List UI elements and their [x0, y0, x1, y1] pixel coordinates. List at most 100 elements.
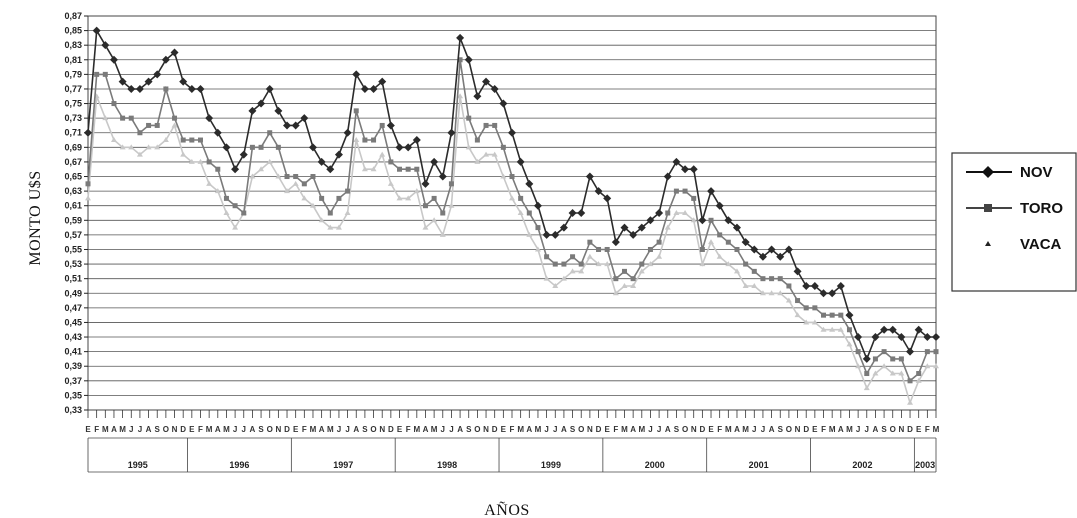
month-tick-label: A	[838, 425, 844, 434]
y-tick-label: 0,69	[64, 142, 82, 152]
month-tick-label: O	[682, 425, 688, 434]
point-nov	[386, 121, 395, 130]
series-lines	[84, 26, 940, 406]
year-label: 1995	[128, 460, 148, 470]
point-nov	[828, 289, 837, 298]
point-vaca	[465, 144, 472, 150]
y-tick-label: 0,63	[64, 186, 82, 196]
point-toro	[327, 210, 333, 216]
point-nov	[715, 201, 724, 210]
point-nov	[533, 201, 542, 210]
point-vaca	[162, 137, 169, 143]
month-tick-label: D	[388, 425, 394, 434]
month-tick-label: D	[180, 425, 186, 434]
month-tick-label: O	[578, 425, 584, 434]
point-toro	[466, 115, 472, 121]
point-vaca	[500, 173, 507, 179]
month-tick-label: O	[267, 425, 273, 434]
point-nov	[300, 114, 309, 123]
point-nov	[620, 223, 629, 232]
point-nov	[84, 128, 92, 137]
point-vaca	[85, 195, 91, 201]
point-vaca	[751, 282, 758, 288]
month-tick-label: F	[925, 425, 930, 434]
month-tick-label: J	[441, 425, 445, 434]
point-toro	[864, 371, 870, 377]
point-nov	[767, 245, 776, 254]
month-tick-label: M	[413, 425, 420, 434]
month-tick-label: M	[621, 425, 628, 434]
month-tick-label: S	[674, 425, 680, 434]
point-toro	[457, 57, 463, 63]
month-tick-label: J	[345, 425, 349, 434]
point-vaca	[820, 326, 827, 332]
point-toro	[621, 268, 627, 274]
point-toro	[111, 101, 117, 107]
point-nov	[222, 143, 231, 152]
point-toro	[570, 254, 576, 260]
month-tick-label: A	[319, 425, 325, 434]
point-nov	[438, 172, 447, 181]
month-tick-label: J	[337, 425, 341, 434]
point-toro	[708, 217, 714, 223]
month-tick-label: M	[310, 425, 317, 434]
month-tick-label: A	[250, 425, 256, 434]
point-nov	[577, 209, 586, 217]
month-tick-label: M	[725, 425, 732, 434]
point-toro	[154, 122, 160, 128]
point-vaca	[136, 151, 143, 157]
point-toro	[587, 239, 593, 245]
month-tick-label: S	[362, 425, 368, 434]
month-tick-label: A	[769, 425, 775, 434]
point-nov	[135, 84, 144, 93]
legend-marker-toro	[984, 204, 992, 212]
point-vaca	[604, 261, 611, 267]
point-nov	[274, 106, 283, 115]
month-tick-label: M	[206, 425, 213, 434]
point-vaca	[560, 275, 567, 281]
point-nov	[542, 230, 551, 239]
point-toro	[146, 122, 152, 128]
y-tick-label: 0,49	[64, 288, 82, 298]
point-toro	[319, 195, 325, 201]
month-tick-label: J	[233, 425, 237, 434]
point-nov	[871, 333, 880, 342]
point-nov	[655, 209, 664, 217]
point-vaca	[448, 202, 455, 208]
month-tick-label: N	[898, 425, 904, 434]
point-vaca	[829, 326, 836, 332]
point-toro	[128, 115, 134, 121]
point-vaca	[171, 122, 178, 128]
point-vaca	[206, 180, 213, 186]
point-nov	[239, 150, 248, 159]
y-tick-label: 0,67	[64, 157, 82, 167]
legend-box	[951, 152, 1077, 292]
point-vaca	[405, 195, 412, 201]
point-vaca	[898, 370, 905, 376]
point-nov	[118, 77, 127, 86]
point-vaca	[344, 210, 351, 215]
point-vaca	[638, 268, 645, 274]
month-tick-label: E	[605, 425, 611, 434]
point-toro	[691, 195, 697, 201]
point-toro	[604, 246, 610, 252]
point-toro	[509, 174, 515, 180]
point-toro	[725, 239, 731, 245]
month-tick-label: J	[138, 425, 142, 434]
point-nov	[369, 84, 378, 93]
point-vaca	[145, 144, 152, 150]
point-nov	[516, 157, 525, 166]
point-nov	[698, 216, 707, 225]
month-tick-label: E	[293, 425, 299, 434]
y-tick-label: 0,47	[64, 303, 82, 313]
point-toro	[431, 195, 437, 201]
point-toro	[838, 312, 844, 318]
point-vaca	[258, 166, 265, 172]
point-nov	[343, 128, 352, 137]
point-toro	[907, 378, 913, 384]
point-nov	[421, 179, 430, 188]
y-tick-label: 0,81	[64, 55, 82, 65]
month-tick-label: J	[648, 425, 652, 434]
month-tick-label: N	[795, 425, 801, 434]
point-nov	[499, 99, 508, 108]
